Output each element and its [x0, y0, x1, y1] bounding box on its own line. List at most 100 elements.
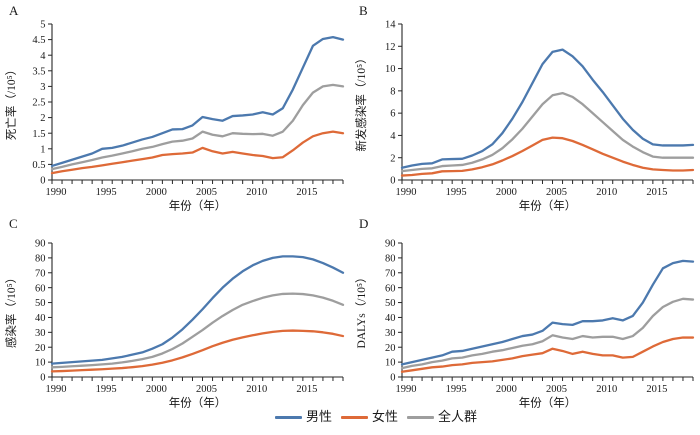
x-tick-label: 2010: [596, 384, 617, 395]
y-tick-label: 6: [390, 109, 395, 120]
chart-panel-b: B 0 2 4 6 8 10 12 14 1990 1995 2000 2005 2010 2015 新发感染…: [350, 0, 700, 215]
y-tick-label: 8: [390, 86, 395, 97]
y-tick-label: 50: [385, 298, 396, 309]
x-axis-title: 年份（年）: [169, 396, 227, 410]
y-axis-title: 感染率（/10⁵）: [4, 272, 18, 348]
chart-panel-d: D 0 10 20 30 40 50 60 70 80 90 1990 1995 2000 2005 2010…: [350, 215, 700, 410]
x-tick-label: 2015: [296, 384, 317, 395]
y-tick-label: 3.5: [32, 66, 45, 77]
y-tick-label: 2: [390, 153, 395, 164]
series-line-女性: [50, 130, 345, 175]
y-tick-label: 70: [35, 268, 46, 279]
x-axis-title: 年份（年）: [519, 199, 577, 213]
axes: [401, 243, 693, 378]
y-tick-label: 20: [35, 343, 46, 354]
series-line-全人群: [400, 91, 695, 173]
x-tick-label: 1990: [46, 384, 67, 395]
y-tick-label: 30: [385, 328, 396, 339]
y-tick-label: 4: [390, 131, 396, 142]
y-tick-label: 0: [390, 176, 395, 187]
x-tick-label: 2015: [296, 187, 317, 198]
panel-label: D: [359, 216, 368, 231]
y-tick-label: 60: [385, 283, 396, 294]
legend-item-女性: 女性: [340, 409, 398, 424]
y-tick-label: 2: [40, 113, 45, 124]
x-tick-label: 2010: [596, 187, 617, 198]
y-tick-label: 1: [40, 144, 45, 155]
y-tick-label: 80: [35, 253, 46, 264]
y-tick-label: 40: [35, 313, 46, 324]
y-tick-label: 0: [40, 176, 45, 187]
panel-label: B: [359, 3, 368, 18]
y-tick-label: 10: [35, 358, 46, 369]
chart-svg-b: B 0 2 4 6 8 10 12 14 1990 1995 2000 2005 2010 2015 新发感染…: [354, 3, 695, 213]
x-tick-label: 1990: [396, 384, 417, 395]
series-line-女性: [400, 336, 695, 373]
legend-label: 女性: [371, 409, 398, 424]
y-tick-label: 60: [35, 283, 46, 294]
y-tick-label: 12: [385, 42, 396, 53]
series-line-女性: [400, 136, 695, 177]
y-tick-label: 3: [40, 82, 45, 93]
y-tick-label: 5: [40, 20, 45, 31]
y-tick-label: 40: [385, 313, 396, 324]
panel-label: A: [9, 3, 19, 18]
axes: [51, 24, 343, 181]
series-line-女性: [50, 329, 345, 373]
chart-panel-a: A 0 0.5 1 1.5 2 2.5 3 3.5 4 4.5 5 1990 1995 2000 2005 20…: [0, 0, 350, 215]
legend-swatch: [274, 415, 302, 419]
chart-svg-d: D 0 10 20 30 40 50 60 70 80 90 1990 1995 2000 2005 2010…: [355, 216, 695, 410]
x-tick-label: 2015: [646, 187, 667, 198]
series-line-全人群: [50, 83, 345, 171]
y-tick-label: 0: [40, 373, 45, 384]
y-tick-label: 90: [35, 239, 46, 250]
y-tick-label: 4: [40, 51, 46, 62]
axes: [401, 24, 693, 181]
y-axis-title: 新发感染率（/10⁵）: [354, 52, 368, 151]
x-tick-label: 2005: [546, 384, 567, 395]
y-tick-label: 20: [385, 343, 396, 354]
y-tick-label: 2.5: [32, 98, 45, 109]
y-tick-label: 50: [35, 298, 46, 309]
x-tick-label: 2010: [246, 187, 267, 198]
y-tick-label: 70: [385, 268, 396, 279]
chart-svg-a: A 0 0.5 1 1.5 2 2.5 3 3.5 4 4.5 5 1990 1995 2000 2005 20…: [4, 3, 345, 213]
x-tick-label: 2000: [146, 187, 167, 198]
series-line-全人群: [400, 297, 695, 370]
legend-item-全人群: 全人群: [407, 410, 477, 424]
x-tick-label: 1995: [446, 384, 467, 395]
x-tick-label: 1990: [396, 187, 417, 198]
series-line-男性: [400, 259, 695, 366]
y-tick-label: 30: [35, 328, 46, 339]
x-axis-title: 年份（年）: [169, 199, 227, 213]
series-line-男性: [50, 255, 345, 365]
x-tick-label: 2000: [496, 187, 517, 198]
x-tick-label: 2000: [146, 384, 167, 395]
y-tick-label: 0: [390, 373, 395, 384]
x-tick-label: 1995: [96, 384, 117, 395]
x-tick-label: 2005: [546, 187, 567, 198]
legend-swatch: [340, 415, 368, 419]
y-tick-label: 14: [385, 20, 396, 31]
legend: 男性 女性 全人群: [0, 410, 700, 435]
series-line-全人群: [50, 292, 345, 369]
x-tick-label: 2015: [646, 384, 667, 395]
chart-svg-c: C 0 10 20 30 40 50 60 70 80 90 1990 1995 2000 2005 2010…: [4, 216, 345, 410]
x-tick-label: 2010: [246, 384, 267, 395]
x-tick-label: 2005: [196, 384, 217, 395]
legend-item-男性: 男性: [274, 409, 332, 424]
x-axis-title: 年份（年）: [519, 396, 577, 410]
chart-panel-c: C 0 10 20 30 40 50 60 70 80 90 1990 1995 2000 2005 2010…: [0, 215, 350, 410]
y-tick-label: 4.5: [32, 35, 45, 46]
y-tick-label: 90: [385, 239, 396, 250]
series-line-男性: [400, 48, 695, 169]
y-tick-label: 10: [385, 358, 396, 369]
y-tick-label: 10: [385, 64, 396, 75]
legend-label: 男性: [305, 409, 332, 424]
x-tick-label: 1990: [46, 187, 67, 198]
chart-grid: A 0 0.5 1 1.5 2 2.5 3 3.5 4 4.5 5 1990 1995 2000 2005 20…: [0, 0, 700, 410]
legend-label: 全人群: [438, 409, 478, 424]
y-axis-title: DALYs（/10⁵）: [355, 272, 368, 349]
legend-swatch: [407, 415, 434, 419]
